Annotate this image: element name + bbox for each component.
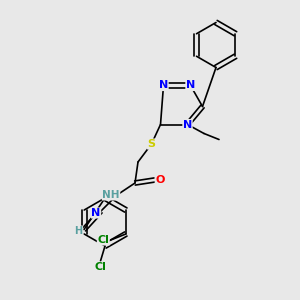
- Text: N: N: [183, 119, 192, 130]
- Text: Cl: Cl: [94, 262, 106, 272]
- Text: NH: NH: [102, 190, 120, 200]
- Text: H: H: [74, 226, 83, 236]
- Text: Cl: Cl: [97, 235, 109, 245]
- Text: O: O: [155, 175, 165, 185]
- Text: S: S: [148, 139, 155, 149]
- Text: N: N: [92, 208, 100, 218]
- Text: N: N: [159, 80, 168, 91]
- Text: N: N: [186, 80, 195, 91]
